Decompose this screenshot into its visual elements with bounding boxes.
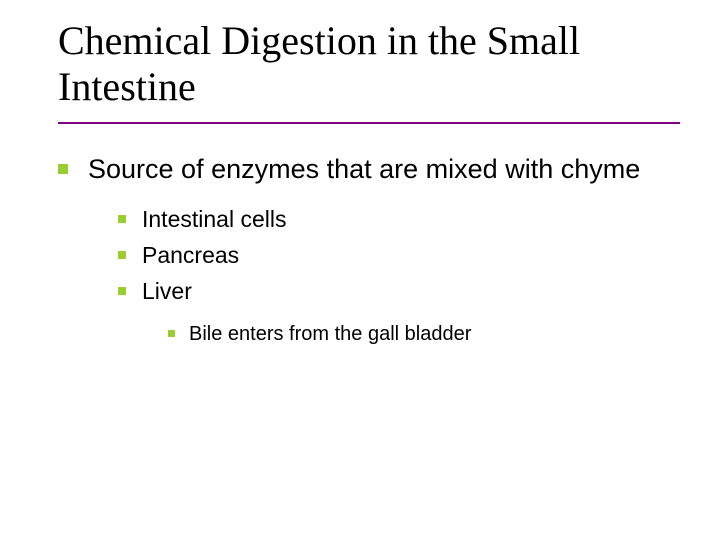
slide-title: Chemical Digestion in the Small Intestin… bbox=[58, 18, 680, 124]
list-item-text: Liver bbox=[142, 277, 192, 307]
list-level3-group: Bile enters from the gall bladder bbox=[168, 321, 680, 347]
list-item-text: Bile enters from the gall bladder bbox=[189, 321, 471, 347]
square-bullet-icon bbox=[118, 251, 126, 259]
list-item-level3: Bile enters from the gall bladder bbox=[168, 321, 680, 347]
square-bullet-icon bbox=[118, 215, 126, 223]
list-item-level2: Intestinal cells bbox=[118, 205, 680, 235]
list-level2-group: Intestinal cells Pancreas Liver Bile ent… bbox=[118, 205, 680, 347]
square-bullet-icon bbox=[58, 164, 68, 174]
slide-content: Source of enzymes that are mixed with ch… bbox=[58, 152, 680, 347]
square-bullet-icon bbox=[118, 287, 126, 295]
list-item-level2: Pancreas bbox=[118, 241, 680, 271]
square-bullet-icon bbox=[168, 330, 175, 337]
list-item-level2: Liver bbox=[118, 277, 680, 307]
slide: Chemical Digestion in the Small Intestin… bbox=[0, 0, 720, 540]
list-item-text: Pancreas bbox=[142, 241, 239, 271]
list-item-text: Intestinal cells bbox=[142, 205, 286, 235]
list-item-text: Source of enzymes that are mixed with ch… bbox=[88, 152, 640, 187]
list-item-level1: Source of enzymes that are mixed with ch… bbox=[58, 152, 680, 187]
